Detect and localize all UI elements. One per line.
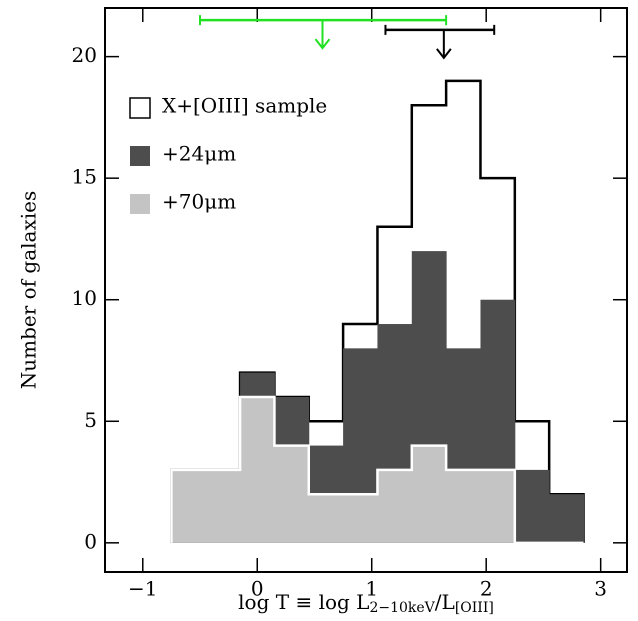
y-tick-label: 0 bbox=[84, 529, 97, 553]
histogram-bar bbox=[377, 469, 413, 543]
x-label-sub: [OIII] bbox=[455, 600, 494, 616]
histogram-bar bbox=[205, 469, 241, 543]
histogram-bar bbox=[480, 469, 516, 543]
x-tick-label: 3 bbox=[594, 577, 607, 601]
y-tick-label: 20 bbox=[72, 43, 97, 67]
x-label-main: log T ≡ log L bbox=[238, 590, 369, 614]
histogram-bar bbox=[446, 469, 481, 543]
histogram-bar bbox=[514, 469, 550, 543]
histogram-bar bbox=[240, 396, 275, 543]
legend-swatch bbox=[130, 194, 150, 214]
legend-label: X+[OIII] sample bbox=[162, 94, 327, 118]
histogram-bar bbox=[308, 494, 344, 543]
histogram-bar bbox=[343, 494, 378, 543]
limit-arrowhead bbox=[314, 38, 331, 50]
x-tick-label: 0 bbox=[251, 577, 264, 601]
x-tick-label: −1 bbox=[128, 577, 157, 601]
y-axis-label: Number of galaxies bbox=[17, 191, 41, 390]
x-tick-label: 2 bbox=[480, 577, 493, 601]
histogram-bar bbox=[411, 445, 447, 543]
histogram-bar bbox=[549, 494, 584, 543]
histogram-bar bbox=[274, 445, 310, 543]
x-label-sub: 2−10keV bbox=[369, 600, 435, 616]
x-tick-label: 1 bbox=[365, 577, 378, 601]
x-label-mid: /L bbox=[435, 590, 455, 614]
x-axis-label: log T ≡ log L2−10keV/L[OIII] bbox=[238, 590, 494, 617]
histogram-outline bbox=[170, 395, 584, 545]
legend-label: +24μm bbox=[162, 142, 236, 166]
plot-frame bbox=[104, 7, 628, 573]
y-tick-label: 5 bbox=[84, 408, 97, 432]
y-tick-label: 15 bbox=[72, 165, 97, 189]
legend-label: +70μm bbox=[162, 190, 236, 214]
legend-swatch bbox=[130, 146, 150, 166]
y-tick-label: 10 bbox=[72, 286, 97, 310]
legend-swatch bbox=[129, 97, 151, 119]
limit-arrowhead bbox=[436, 48, 452, 60]
histogram-bar bbox=[171, 469, 207, 543]
